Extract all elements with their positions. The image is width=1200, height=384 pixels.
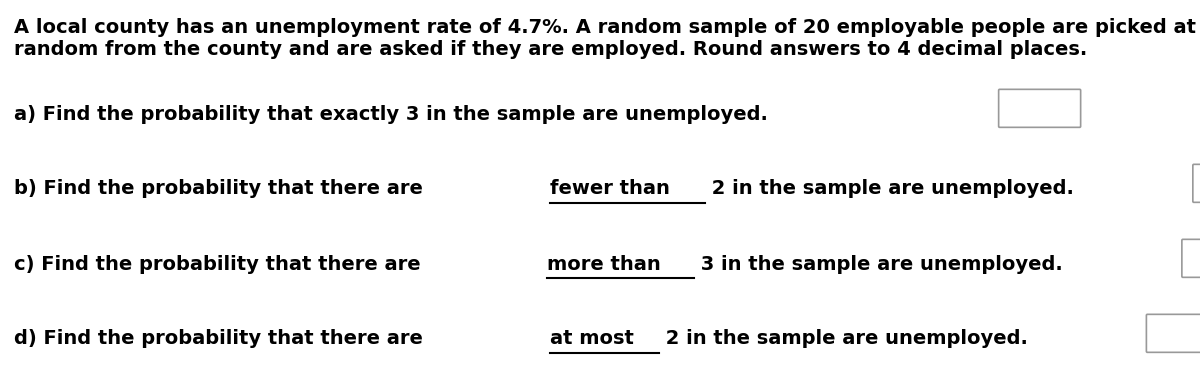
FancyBboxPatch shape xyxy=(1146,314,1200,353)
Text: 2 in the sample are unemployed.: 2 in the sample are unemployed. xyxy=(704,179,1074,199)
Text: A local county has an unemployment rate of 4.7%. A random sample of 20 employabl: A local county has an unemployment rate … xyxy=(14,18,1196,37)
Text: at most: at most xyxy=(551,329,634,349)
Text: 2 in the sample are unemployed.: 2 in the sample are unemployed. xyxy=(659,329,1027,349)
Text: more than: more than xyxy=(547,255,661,273)
FancyBboxPatch shape xyxy=(1182,239,1200,277)
Text: b) Find the probability that there are: b) Find the probability that there are xyxy=(14,179,430,199)
Text: d) Find the probability that there are: d) Find the probability that there are xyxy=(14,329,430,349)
Text: a) Find the probability that exactly 3 in the sample are unemployed.: a) Find the probability that exactly 3 i… xyxy=(14,104,768,124)
Text: 3 in the sample are unemployed.: 3 in the sample are unemployed. xyxy=(694,255,1063,273)
Text: fewer than: fewer than xyxy=(551,179,670,199)
FancyBboxPatch shape xyxy=(998,89,1081,127)
Text: random from the county and are asked if they are employed. Round answers to 4 de: random from the county and are asked if … xyxy=(14,40,1087,59)
FancyBboxPatch shape xyxy=(1193,164,1200,202)
Text: c) Find the probability that there are: c) Find the probability that there are xyxy=(14,255,427,273)
